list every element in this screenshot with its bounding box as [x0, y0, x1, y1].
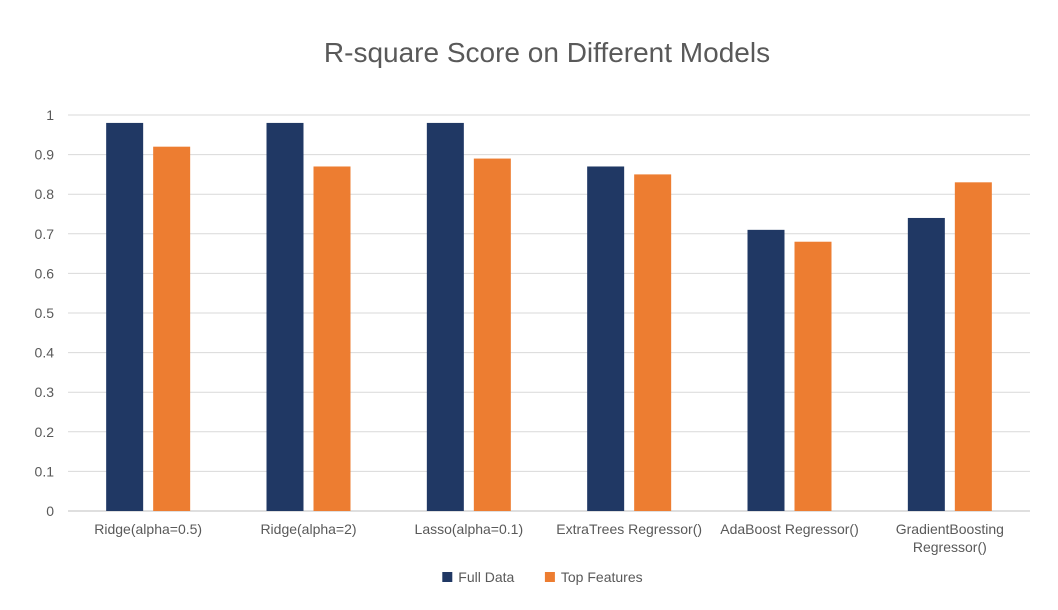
y-tick-label: 0.5	[35, 305, 55, 321]
y-tick-label: 1	[46, 107, 54, 123]
y-tick-label: 0.4	[35, 345, 55, 361]
bar-full-data	[907, 217, 945, 511]
bar-top-features	[313, 166, 351, 512]
y-tick-label: 0.9	[35, 147, 55, 163]
legend-label-full-data: Full Data	[458, 569, 514, 585]
y-tick-label: 0.6	[35, 265, 55, 281]
legend-swatch-full-data	[442, 572, 453, 582]
y-tick-label: 0.2	[35, 424, 55, 440]
x-tick-label: ExtraTrees Regressor()	[556, 521, 702, 537]
chart-title: R-square Score on Different Models	[324, 37, 770, 68]
bars	[106, 122, 992, 512]
legend: Full Data Top Features	[442, 569, 643, 585]
y-tick-labels: 0 0.1 0.2 0.3 0.4 0.5 0.6 0.7 0.8 0.9 1	[35, 107, 55, 519]
y-tick-label: 0.7	[35, 226, 55, 242]
bar-full-data	[587, 166, 625, 512]
bar-full-data	[426, 122, 464, 512]
legend-swatch-top-features	[544, 572, 555, 582]
x-tick-label: Lasso(alpha=0.1)	[415, 521, 524, 537]
x-tick-label: AdaBoost Regressor()	[720, 521, 859, 537]
bar-top-features	[153, 146, 191, 511]
bar-top-features	[794, 241, 832, 511]
bar-top-features	[473, 158, 511, 511]
gridlines	[68, 114, 1030, 512]
bar-full-data	[747, 229, 785, 511]
y-tick-label: 0.1	[35, 463, 55, 479]
x-tick-labels: Ridge(alpha=0.5) Ridge(alpha=2) Lasso(alph…	[94, 521, 1004, 555]
y-tick-label: 0	[46, 503, 54, 519]
y-tick-label: 0.8	[35, 186, 55, 202]
x-tick-label: GradientBoosting Regressor()	[896, 521, 1004, 555]
legend-label-top-features: Top Features	[561, 569, 643, 585]
y-tick-label: 0.3	[35, 384, 55, 400]
bar-top-features	[634, 174, 672, 511]
bar-full-data	[106, 122, 144, 512]
bar-top-features	[954, 182, 992, 511]
x-tick-label: Ridge(alpha=0.5)	[94, 521, 202, 537]
x-tick-label: Ridge(alpha=2)	[260, 521, 356, 537]
bar-full-data	[266, 122, 304, 512]
